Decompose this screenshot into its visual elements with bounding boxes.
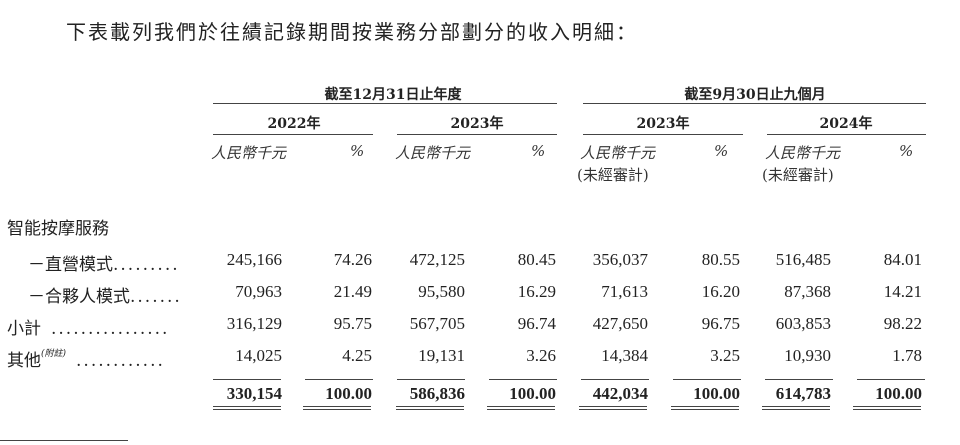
percent-cell: 80.45: [517, 250, 556, 269]
double-underline: [853, 406, 921, 410]
double-underline: [396, 406, 464, 410]
note-reference: (附註): [41, 349, 67, 359]
percent-cell: 96.74: [517, 314, 556, 333]
amount-cell: 71,613: [601, 282, 648, 301]
leader-dots: ............: [76, 351, 165, 371]
double-underline: [487, 406, 555, 410]
year-header: 2024年: [819, 116, 873, 132]
year-header: 2023年: [636, 116, 690, 132]
total-cell: 330,154: [226, 384, 282, 403]
amount-cell: 567,705: [409, 314, 465, 333]
amount-cell: 10,930: [784, 346, 831, 365]
divider: [673, 379, 741, 380]
amount-cell: 19,131: [418, 346, 465, 365]
percent-cell: 80.55: [701, 250, 740, 269]
divider: [213, 103, 557, 104]
row-label: 其他(附註)............: [7, 346, 165, 371]
double-underline: [303, 406, 371, 410]
percent-cell: 14.21: [883, 282, 922, 301]
divider: [767, 134, 926, 135]
leader-dots: .......: [130, 287, 182, 307]
percent-header: %: [714, 142, 729, 160]
amount-cell: 603,853: [775, 314, 831, 333]
amount-cell: 70,963: [235, 282, 282, 301]
divider: [397, 379, 465, 380]
unit-header: 人民幣千元: [765, 144, 841, 162]
amount-cell: 95,580: [418, 282, 465, 301]
percent-cell: 74.26: [333, 250, 372, 269]
double-underline: [762, 406, 830, 410]
percent-cell: 21.49: [333, 282, 372, 301]
amount-cell: 14,025: [235, 346, 282, 365]
total-cell: 100.00: [875, 384, 922, 403]
amount-cell: 316,129: [226, 314, 282, 333]
divider: [305, 379, 373, 380]
leader-dots: ................: [51, 319, 170, 339]
unaudited-label: (未經審計): [577, 166, 649, 184]
percent-cell: 3.26: [526, 346, 556, 365]
unit-header: 人民幣千元: [211, 144, 287, 162]
double-underline: [213, 406, 281, 410]
percent-cell: 96.75: [701, 314, 740, 333]
amount-cell: 516,485: [775, 250, 831, 269]
group-header-year: 截至12月31日止年度: [324, 87, 462, 103]
percent-cell: 84.01: [883, 250, 922, 269]
unit-header: 人民幣千元: [580, 144, 656, 162]
amount-cell: 356,037: [592, 250, 648, 269]
row-label: －直營模式.........: [28, 250, 180, 275]
divider: [397, 134, 557, 135]
year-header: 2022年: [267, 116, 321, 132]
double-underline: [671, 406, 739, 410]
row-label: －合夥人模式.......: [28, 282, 182, 307]
divider: [213, 379, 281, 380]
amount-cell: 14,384: [601, 346, 648, 365]
year-header: 2023年: [450, 116, 504, 132]
divider: [581, 379, 649, 380]
double-underline: [579, 406, 647, 410]
divider: [857, 379, 925, 380]
section-label: 智能按摩服務: [7, 219, 109, 239]
percent-header: %: [350, 142, 365, 160]
divider: [583, 134, 743, 135]
row-label-text: 小計: [7, 319, 41, 339]
total-cell: 100.00: [325, 384, 372, 403]
amount-cell: 87,368: [784, 282, 831, 301]
footnote-divider: [0, 440, 128, 441]
amount-cell: 245,166: [226, 250, 282, 269]
unaudited-label: (未經審計): [762, 166, 834, 184]
total-cell: 442,034: [592, 384, 648, 403]
percent-header: %: [531, 142, 546, 160]
amount-cell: 472,125: [409, 250, 465, 269]
leader-dots: .........: [113, 255, 180, 275]
percent-cell: 3.25: [710, 346, 740, 365]
percent-cell: 98.22: [883, 314, 922, 333]
percent-header: %: [899, 142, 914, 160]
row-label-text: 其他: [7, 351, 41, 371]
amount-cell: 427,650: [592, 314, 648, 333]
table-intro-text: 下表載列我們於往績記錄期間按業務分部劃分的收入明細：: [66, 20, 638, 44]
row-label-text: －合夥人模式: [28, 287, 130, 307]
percent-cell: 16.29: [517, 282, 556, 301]
percent-cell: 1.78: [892, 346, 922, 365]
unit-header: 人民幣千元: [395, 144, 471, 162]
divider: [489, 379, 557, 380]
total-cell: 586,836: [409, 384, 465, 403]
divider: [583, 103, 926, 104]
percent-cell: 16.20: [701, 282, 740, 301]
total-cell: 100.00: [693, 384, 740, 403]
group-header-nine-months: 截至9月30日止九個月: [684, 87, 826, 103]
row-label: 小計................: [7, 314, 169, 339]
total-cell: 614,783: [775, 384, 831, 403]
divider: [765, 379, 833, 380]
percent-cell: 4.25: [342, 346, 372, 365]
percent-cell: 95.75: [333, 314, 372, 333]
row-label-text: －直營模式: [28, 255, 113, 275]
divider: [213, 134, 373, 135]
total-cell: 100.00: [509, 384, 556, 403]
